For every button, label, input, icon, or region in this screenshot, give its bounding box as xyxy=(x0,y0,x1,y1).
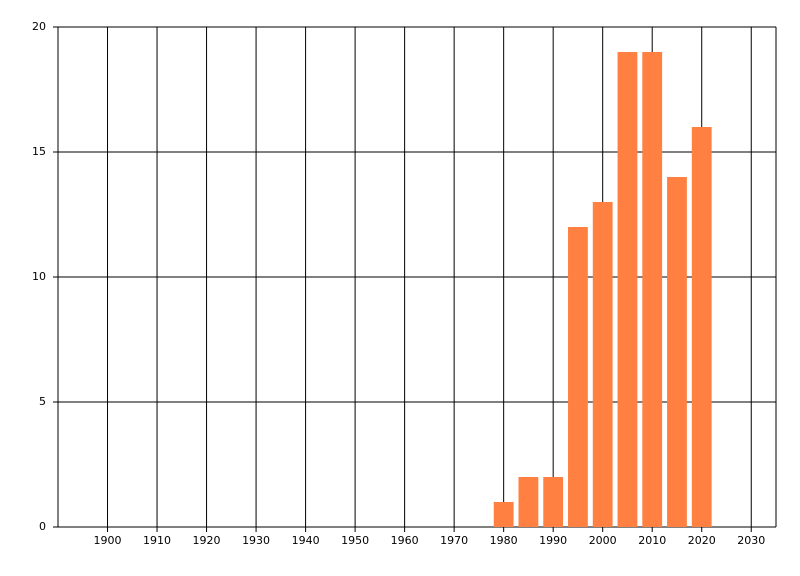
bar xyxy=(592,202,613,527)
bar xyxy=(667,177,687,527)
y-tick-label: 15 xyxy=(32,145,46,158)
x-tick-label: 1940 xyxy=(292,534,320,547)
bar xyxy=(493,502,514,527)
x-tick-label: 1910 xyxy=(143,534,171,547)
x-tick-label: 1970 xyxy=(440,534,468,547)
bar xyxy=(518,477,539,527)
x-tick-label: 2030 xyxy=(737,534,765,547)
bar xyxy=(691,127,712,527)
x-tick-label: 1960 xyxy=(391,534,419,547)
x-tick-label: 1900 xyxy=(94,534,122,547)
x-tick-label: 1930 xyxy=(242,534,270,547)
bar xyxy=(568,227,588,527)
y-tick-label: 20 xyxy=(32,20,46,33)
bar xyxy=(543,477,564,527)
bar xyxy=(617,52,638,527)
x-tick-label: 2010 xyxy=(638,534,666,547)
y-tick-label: 5 xyxy=(39,395,46,408)
x-tick-label: 1950 xyxy=(341,534,369,547)
x-tick-label: 1980 xyxy=(490,534,518,547)
x-tick-label: 1990 xyxy=(539,534,567,547)
x-tick-label: 2020 xyxy=(688,534,716,547)
x-tick-label: 1920 xyxy=(193,534,221,547)
bar xyxy=(642,52,663,527)
y-tick-label: 0 xyxy=(39,520,46,533)
y-tick-label: 10 xyxy=(32,270,46,283)
x-tick-label: 2000 xyxy=(589,534,617,547)
